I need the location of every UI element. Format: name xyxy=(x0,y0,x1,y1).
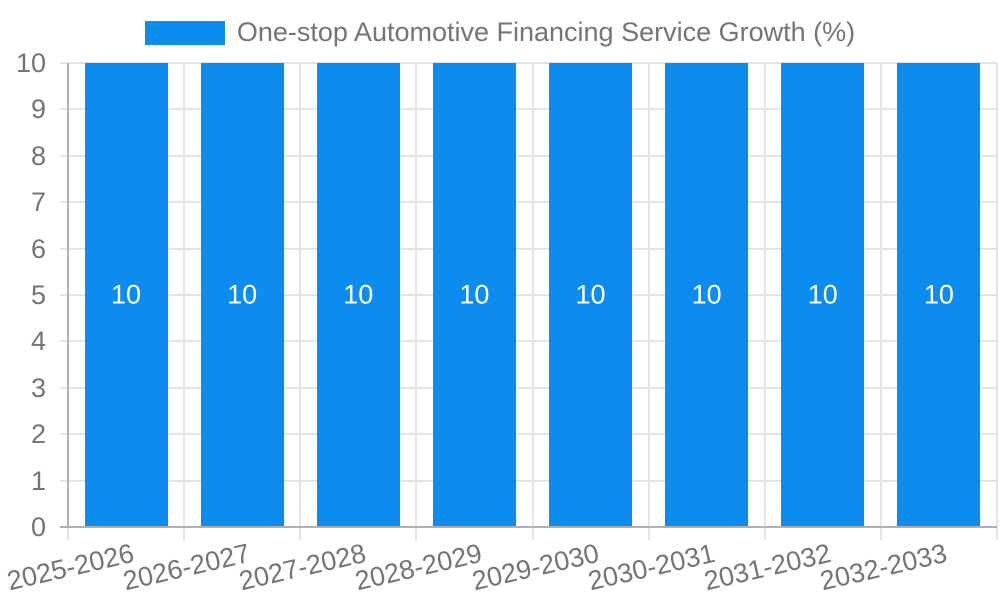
bar-value-label: 10 xyxy=(227,279,258,310)
v-gridline xyxy=(647,63,650,540)
h-gridline xyxy=(60,62,997,64)
bar-value-label: 10 xyxy=(691,279,722,310)
y-tick-label: 2 xyxy=(30,419,46,450)
bar: 10 xyxy=(84,63,168,527)
bar: 10 xyxy=(897,63,981,527)
y-tick-label: 4 xyxy=(30,326,46,357)
h-gridline xyxy=(60,479,997,482)
legend-swatch-icon xyxy=(144,20,225,45)
y-tick-label: 6 xyxy=(30,233,46,264)
x-axis-line xyxy=(60,526,997,528)
y-tick-label: 7 xyxy=(30,187,46,218)
v-gridline xyxy=(299,63,302,540)
bar-value-label: 10 xyxy=(575,279,606,310)
bar: 10 xyxy=(549,63,633,527)
h-gridline xyxy=(60,201,997,204)
bar: 10 xyxy=(665,63,749,527)
h-gridline xyxy=(60,386,997,389)
h-gridline xyxy=(60,154,997,157)
h-gridline xyxy=(60,294,997,296)
v-gridline xyxy=(531,63,534,540)
h-gridline xyxy=(60,340,997,343)
y-tick-label: 0 xyxy=(30,512,46,542)
y-tick-label: 3 xyxy=(30,372,46,403)
bar: 10 xyxy=(200,63,284,527)
v-gridline xyxy=(183,63,186,540)
bar: 10 xyxy=(781,63,865,527)
bar: 10 xyxy=(316,63,400,527)
h-gridline xyxy=(60,433,997,436)
y-tick-label: 5 xyxy=(30,280,46,310)
h-gridline xyxy=(60,108,997,111)
y-tick-label: 10 xyxy=(15,48,46,78)
h-gridline xyxy=(60,247,997,250)
y-axis-line xyxy=(67,63,69,527)
v-gridline xyxy=(415,63,418,540)
v-gridline xyxy=(996,63,998,540)
y-tick-label: 1 xyxy=(30,465,46,496)
v-gridline xyxy=(763,63,766,540)
bar-value-label: 10 xyxy=(343,279,374,310)
bar-value-label: 10 xyxy=(111,279,142,310)
v-gridline xyxy=(879,63,882,540)
bar-value-label: 10 xyxy=(459,279,490,310)
chart-legend: One-stop Automotive Financing Service Gr… xyxy=(0,17,1000,48)
bar: 10 xyxy=(432,63,516,527)
bar-value-label: 10 xyxy=(923,279,954,310)
y-tick-label: 9 xyxy=(30,94,46,125)
bar-value-label: 10 xyxy=(807,279,838,310)
y-tick-label: 8 xyxy=(30,140,46,171)
legend-series-label: One-stop Automotive Financing Service Gr… xyxy=(236,17,856,47)
